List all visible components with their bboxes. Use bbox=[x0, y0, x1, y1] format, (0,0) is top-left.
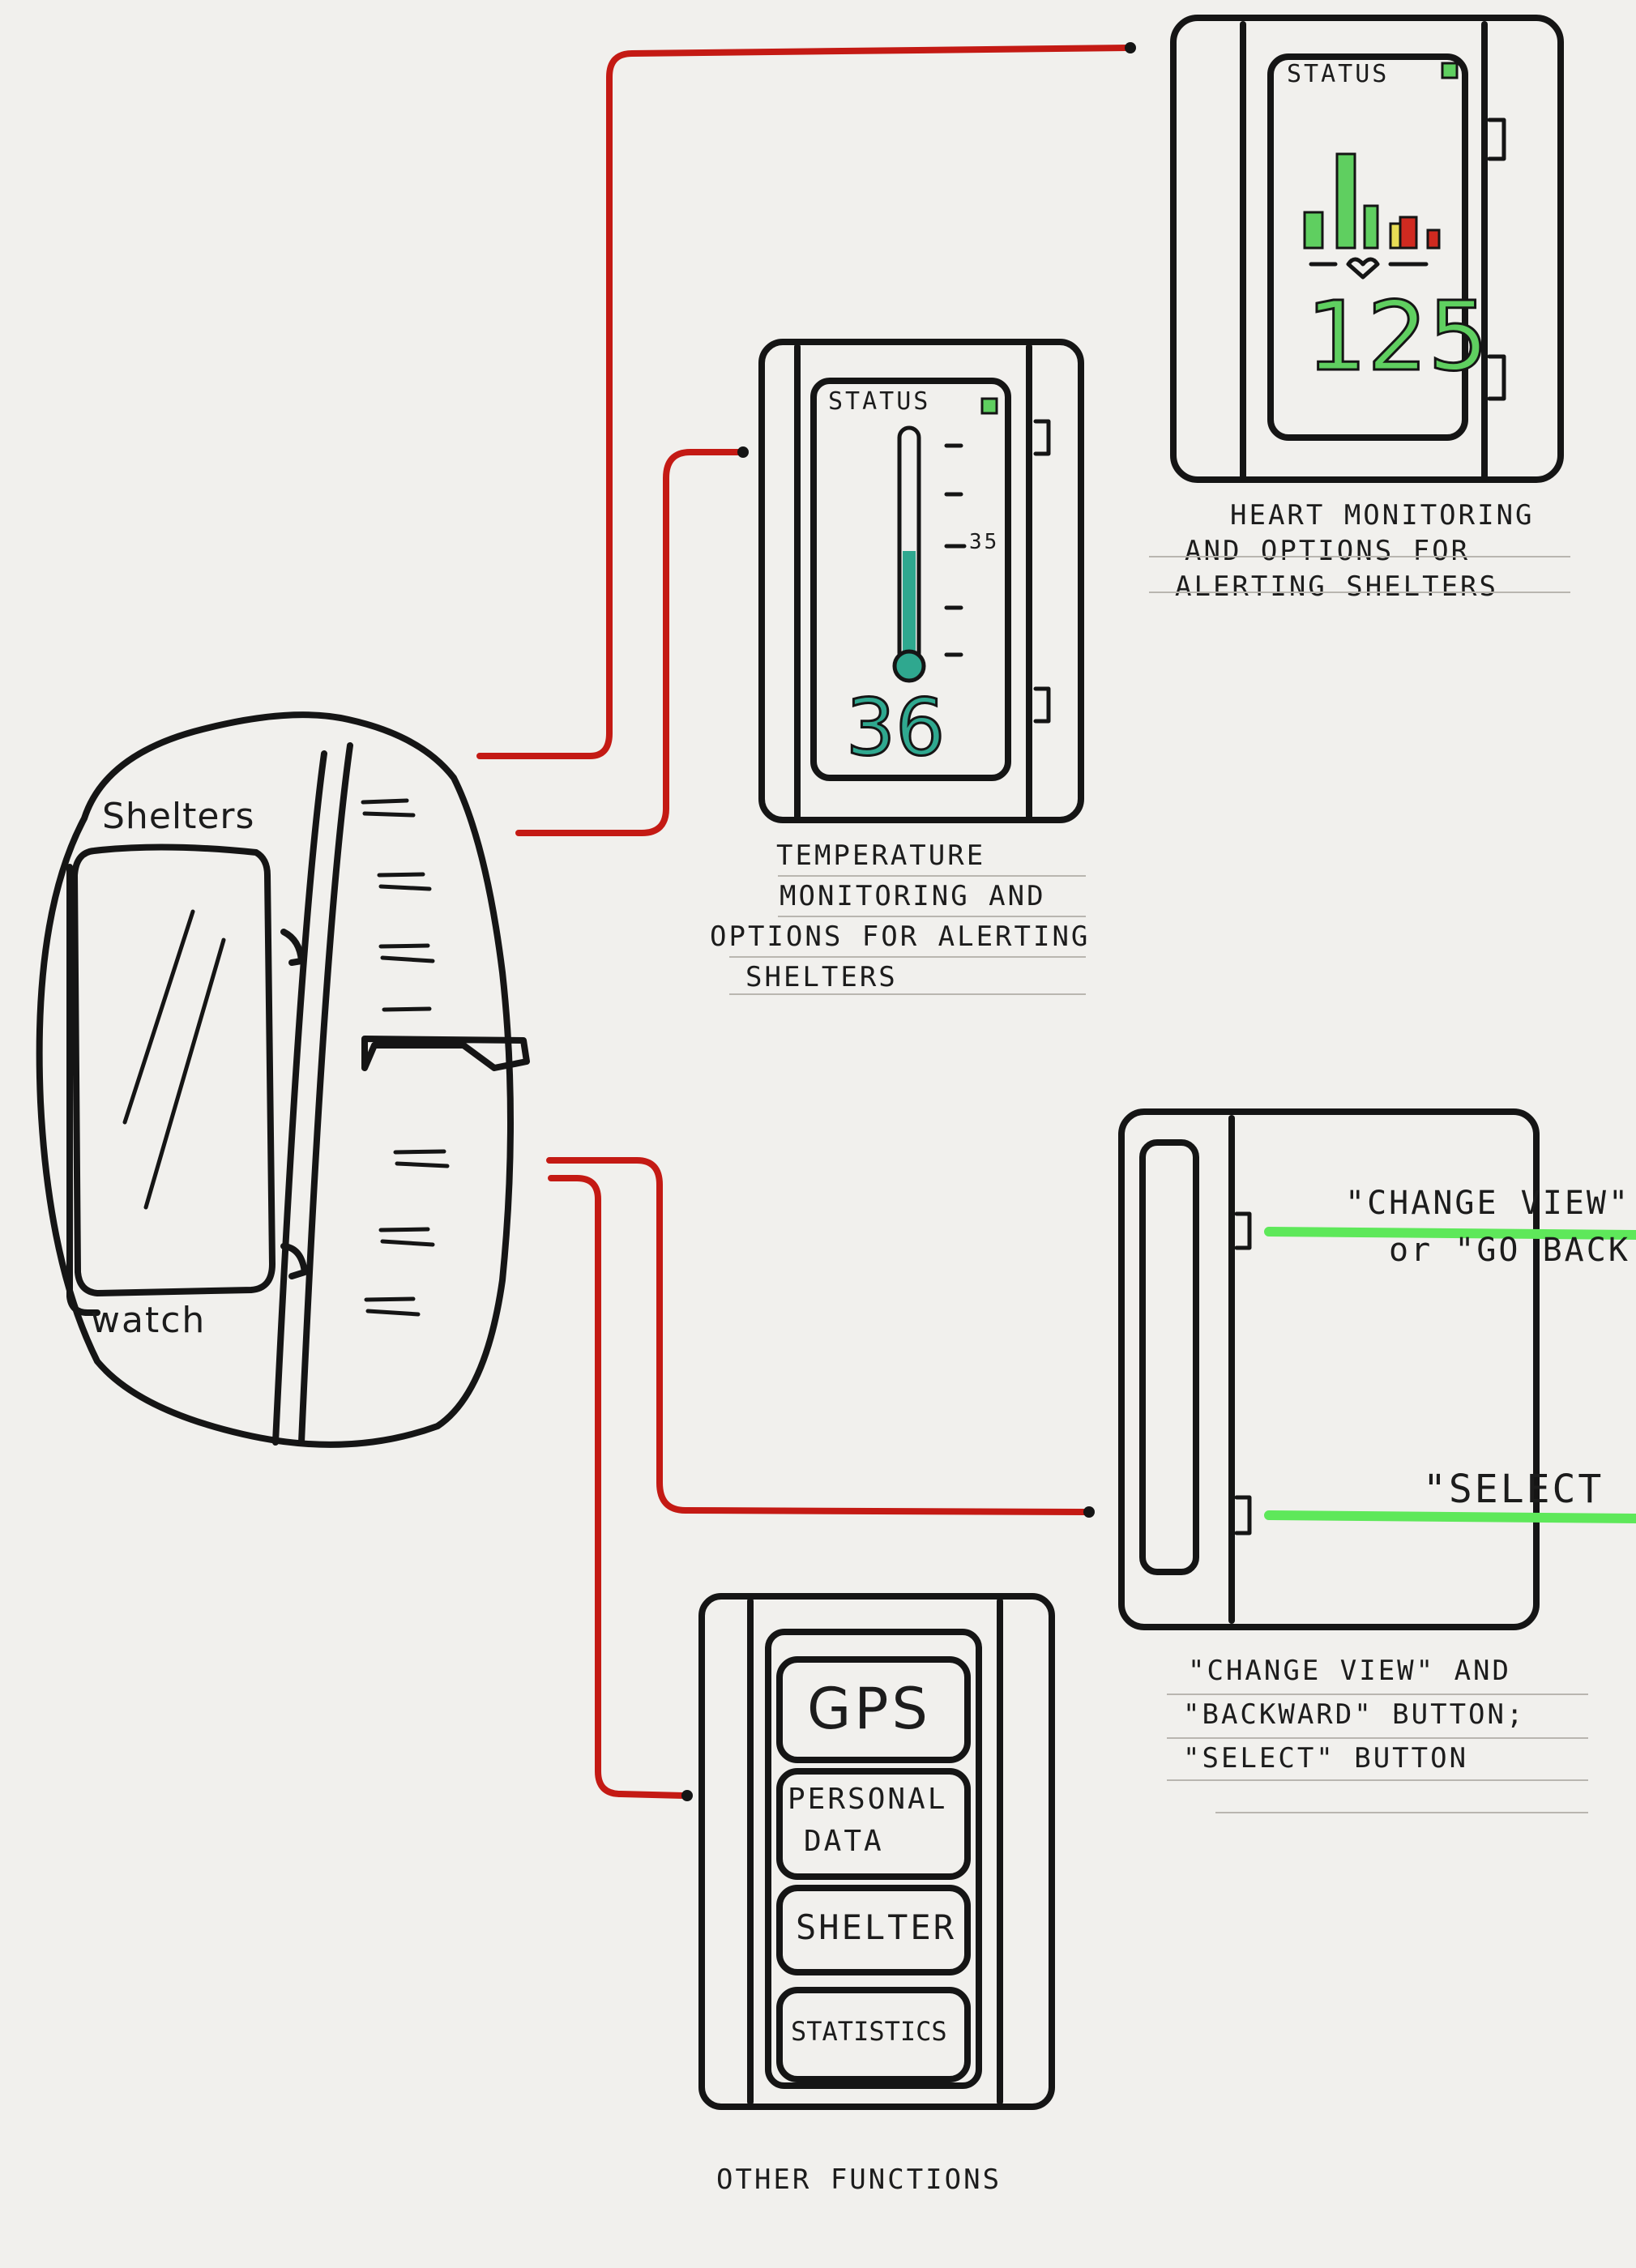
heart-bar bbox=[1426, 229, 1441, 250]
heart-monitor-device bbox=[1170, 15, 1564, 483]
buttons-caption-line-1: "CHANGE VIEW" AND bbox=[1188, 1655, 1511, 1687]
select-label: "SELECT bbox=[1423, 1467, 1604, 1512]
menu-item-statistics[interactable]: STATISTICS bbox=[791, 2016, 947, 2047]
buttons-caption-line-3: "SELECT" BUTTON bbox=[1183, 1742, 1469, 1775]
menu-caption: OTHER FUNCTIONS bbox=[716, 2163, 1002, 2196]
heart-bar bbox=[1303, 211, 1324, 250]
wristband-label-shelters: Shelters bbox=[102, 796, 255, 837]
connector-to-menu-screen bbox=[548, 1175, 687, 1799]
buttons-caption-line-2: "BACKWARD" BUTTON; bbox=[1183, 1698, 1526, 1731]
temp-caption-line-3: OPTIONS FOR ALERTING bbox=[710, 920, 1091, 953]
temp-tick-label: 35 bbox=[969, 530, 1000, 554]
menu-device bbox=[698, 1593, 1055, 2110]
heart-status-label: STATUS bbox=[1287, 60, 1390, 88]
heart-rate-bars bbox=[1303, 152, 1441, 250]
temp-caption-line-1: TEMPERATURE bbox=[776, 839, 986, 872]
menu-item-personal-line-2[interactable]: DATA bbox=[804, 1825, 884, 1858]
heart-rate-value: 125 bbox=[1305, 280, 1489, 394]
connector-to-temp-screen bbox=[515, 449, 742, 836]
connector-to-buttons-screen bbox=[546, 1157, 1089, 1515]
connector-to-heart-screen bbox=[476, 45, 1131, 759]
change-view-button-pointer bbox=[1264, 1227, 1636, 1240]
heart-bar bbox=[1399, 216, 1418, 250]
menu-item-gps[interactable]: GPS bbox=[807, 1676, 931, 1742]
wristband-label-watch: watch bbox=[91, 1300, 207, 1341]
connector-dot-menu bbox=[681, 1790, 693, 1801]
temp-caption-line-2: MONITORING AND bbox=[780, 880, 1046, 912]
buttons-device bbox=[1118, 1108, 1540, 1630]
temp-value: 36 bbox=[844, 681, 946, 775]
go-back-label: or "GO BACK bbox=[1389, 1232, 1630, 1269]
heart-caption-line-2: AND OPTIONS FOR bbox=[1185, 535, 1471, 567]
connector-dot-temp bbox=[737, 446, 749, 458]
heart-caption-line-1: HEART MONITORING bbox=[1230, 499, 1535, 532]
heart-caption-line-3: ALERTING SHELTERS bbox=[1175, 570, 1498, 603]
heart-bar bbox=[1335, 152, 1356, 250]
heart-bar bbox=[1363, 204, 1379, 250]
temp-caption-line-4: SHELTERS bbox=[745, 961, 898, 993]
select-button-pointer bbox=[1264, 1510, 1636, 1523]
menu-item-shelter[interactable]: SHELTER bbox=[796, 1907, 957, 1947]
temperature-device bbox=[758, 339, 1084, 823]
menu-item-personal-line-1[interactable]: PERSONAL bbox=[788, 1783, 948, 1816]
temp-status-label: STATUS bbox=[828, 387, 931, 416]
connector-dot-buttons bbox=[1083, 1506, 1095, 1518]
heart-icon bbox=[1309, 257, 1429, 280]
connector-dot-heart bbox=[1125, 42, 1136, 53]
wristband-sketch bbox=[36, 711, 530, 1448]
change-view-label: "CHANGE VIEW" bbox=[1345, 1185, 1631, 1222]
